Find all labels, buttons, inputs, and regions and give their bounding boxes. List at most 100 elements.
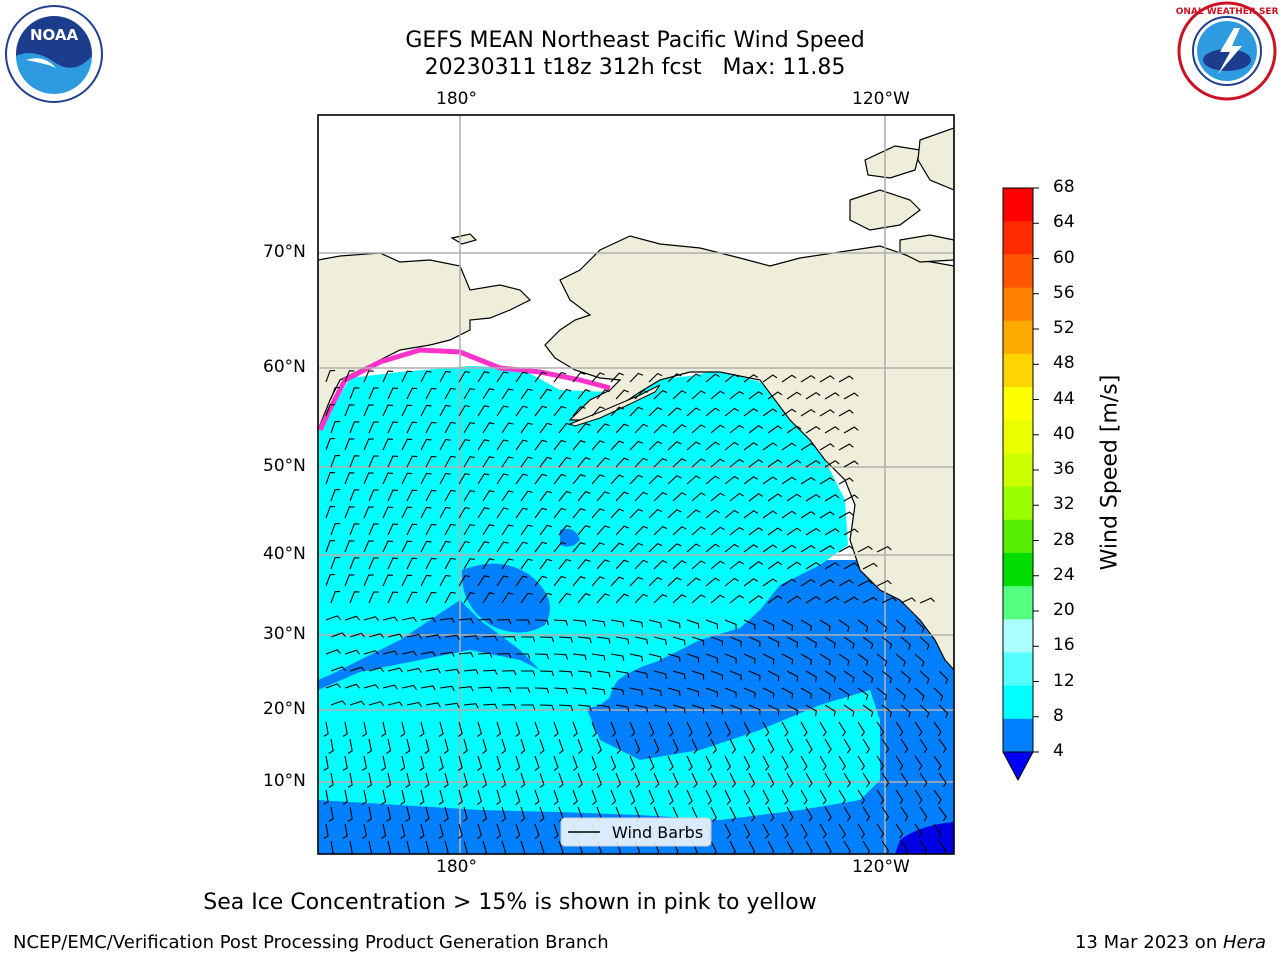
wind-barb [558,772,564,789]
colorbar-tick-label: 60 [1053,247,1075,268]
wind-barb [767,840,775,854]
wind-barb [862,562,878,570]
wind-barb [349,523,360,536]
wind-barb [425,591,437,604]
wind-barb [724,577,739,587]
wind-barb [539,636,555,643]
wind-barb [368,523,379,536]
wind-barb [520,840,526,854]
wind-barb [843,528,859,536]
wind-barb [443,772,449,788]
wind-barb [762,755,770,771]
wind-barb [328,806,334,822]
wind-barb [368,840,373,854]
wind-barb [577,491,591,502]
footer-host: Hera [1222,932,1266,953]
wind-barb [344,649,361,655]
wind-barb [838,619,850,632]
wind-barb [805,527,821,536]
ocean-calm [895,822,954,854]
wind-barb [482,669,498,675]
wind-barb [724,721,732,737]
wind-barb [382,472,394,485]
wind-barb [361,755,368,771]
wind-barb [748,636,761,647]
wind-barb [368,591,379,604]
wind-barb [349,489,360,502]
ocean-low-wind-patch [461,563,550,633]
wind-barb [729,772,737,788]
wind-barb [482,635,498,641]
wind-barb [401,506,413,519]
wind-barb [553,371,567,383]
wind-barb [482,703,498,709]
wind-barb [496,687,512,693]
wind-barb [444,489,456,502]
wind-barb [458,405,471,417]
wind-barb [419,721,425,737]
wind-barb [710,560,725,570]
wind-barb [648,440,663,451]
wind-barb [368,387,379,400]
lat-tick-10n: 10°N [263,771,306,791]
wind-barb [767,670,780,682]
wind-barb [729,492,744,502]
wind-barb [539,704,555,711]
wind-barb [325,370,336,383]
wind-barb [843,704,855,717]
wind-barb [672,636,686,646]
wind-barb [805,636,818,648]
wind-barb [539,806,545,823]
colorbar-segment [1003,453,1033,488]
wind-barb [558,388,572,400]
wind-barb [667,475,682,485]
map-frame [317,114,955,855]
wind-barb [786,425,802,434]
wind-barb [843,670,855,683]
wind-barb [838,511,854,519]
wind-barb [824,636,836,649]
wind-barb [843,392,859,400]
wind-barb [900,636,911,650]
colorbar-tick-label: 40 [1053,423,1075,444]
wind-barb [762,823,770,839]
wind-barb [406,591,418,604]
wind-barb [805,561,821,570]
wind-barb [577,636,592,644]
wind-barb [615,670,630,679]
wind-barb [424,806,430,822]
wind-barb [729,560,744,570]
wind-barb [819,653,831,666]
colorbar-segment [1003,552,1033,587]
wind-barb [634,457,649,468]
colorbar-tick-label: 56 [1053,282,1075,303]
wind-barb [577,670,592,678]
wind-barb [444,421,456,434]
wind-barb [596,525,610,536]
wind-barb [843,494,859,502]
wind-barb [330,840,334,854]
wind-barb [724,653,737,664]
wind-barb [463,524,476,536]
wind-barb [387,455,399,468]
wind-barb [672,526,687,536]
wind-barb [743,789,751,805]
wind-barb [876,619,888,633]
wind-barb [781,755,789,771]
wind-barb [325,540,336,553]
wind-barb [363,616,380,622]
wind-barb [401,650,417,657]
wind-barb [363,404,374,417]
wind-barb [857,823,866,839]
wind-barb [724,509,739,519]
wind-barb [781,544,797,553]
wind-barb [705,509,720,519]
wind-barb [368,455,379,468]
footer-left: NCEP/EMC/Verification Post Processing Pr… [13,932,609,953]
wind-barb [838,545,854,553]
wind-barb [862,596,878,604]
wind-barb [729,704,742,715]
wind-barb [482,558,495,570]
wind-barb [743,544,759,553]
wind-barb [843,562,859,570]
